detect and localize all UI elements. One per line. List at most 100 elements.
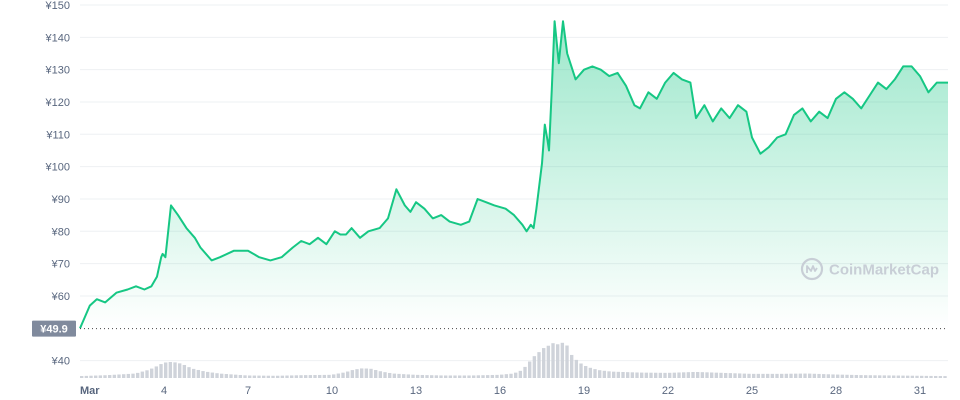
coinmarketcap-watermark: CoinMarketCap: [800, 257, 939, 281]
volume-bar: [262, 375, 266, 378]
volume-bar: [196, 369, 201, 378]
volume-bar: [831, 374, 835, 378]
open-price-line: ¥49.9: [32, 320, 948, 337]
volume-bar: [276, 375, 280, 378]
volume-bar: [817, 373, 821, 378]
volume-bar: [425, 375, 429, 378]
volume-bar: [406, 374, 411, 378]
volume-bar: [789, 373, 793, 378]
volume-bar: [836, 374, 840, 378]
volume-bar: [350, 370, 355, 378]
volume-bar: [182, 364, 187, 378]
volume-bar: [798, 373, 803, 378]
volume-bar: [892, 375, 896, 378]
volume-bar: [551, 343, 555, 378]
coinmarketcap-logo-icon: [800, 257, 824, 281]
volume-bar: [341, 372, 345, 378]
volume-bar: [523, 366, 527, 378]
volume-bar: [131, 373, 135, 378]
volume-bar: [280, 375, 285, 378]
y-tick-label: ¥120: [45, 97, 70, 109]
volume-bar: [598, 370, 602, 378]
volume-bar: [444, 375, 448, 378]
volume-bar: [677, 372, 681, 378]
volume-bar: [588, 367, 593, 378]
volume-bar: [934, 375, 938, 378]
volume-bar: [458, 375, 462, 378]
volume-bar: [430, 375, 434, 378]
volume-bar: [915, 375, 919, 378]
volume-bar: [845, 374, 849, 378]
volume-bar: [126, 373, 131, 378]
volume-bar: [733, 373, 737, 378]
x-tick-label: Mar: [80, 385, 100, 397]
volume-bar: [626, 372, 630, 378]
volume-bar: [920, 375, 924, 378]
volume-bar: [714, 372, 719, 378]
volume-bar: [691, 372, 695, 378]
volume-bar: [481, 375, 485, 378]
volume-bar: [924, 375, 929, 378]
volume-bar: [584, 366, 588, 378]
volume-bar: [243, 375, 247, 378]
volume-bar: [355, 369, 359, 378]
volume-bar: [168, 362, 173, 378]
volume-bar: [612, 371, 616, 378]
volume-bar: [560, 342, 565, 378]
volume-bar: [873, 375, 877, 378]
volume-bar: [654, 372, 658, 378]
volume-bar: [696, 372, 700, 378]
y-tick-label: ¥100: [45, 162, 70, 174]
y-tick-label: ¥70: [51, 259, 70, 271]
volume-bar: [859, 375, 863, 378]
y-tick-label: ¥90: [51, 194, 70, 206]
volume-bar: [383, 372, 387, 378]
volume-bar: [784, 373, 789, 378]
volume-bar: [201, 371, 205, 378]
volume-bar: [285, 375, 289, 378]
volume-bar: [266, 375, 271, 378]
volume-bar: [710, 372, 714, 378]
price-line: [79, 20, 948, 329]
x-tick-label: 19: [578, 385, 590, 397]
volume-bar: [528, 361, 532, 378]
volume-bar: [206, 371, 210, 378]
volume-bar: [374, 370, 378, 378]
volume-bar: [514, 372, 518, 378]
volume-bar: [672, 372, 677, 378]
volume-bar: [943, 376, 947, 378]
volume-bar: [252, 375, 257, 378]
volume-bar: [570, 354, 574, 378]
volume-bar: [579, 363, 583, 378]
volume-bar: [108, 375, 112, 378]
volume-bar: [728, 373, 733, 378]
volume-bar: [495, 374, 499, 378]
x-tick-label: 7: [245, 385, 251, 397]
volume-bar: [700, 372, 705, 378]
volume-bar: [565, 345, 569, 378]
volume-bar: [318, 374, 322, 378]
volume-bar: [794, 373, 798, 378]
volume-bar: [150, 368, 154, 378]
volume-bar: [192, 368, 196, 378]
volume-bar: [448, 375, 453, 378]
volume-bar: [472, 375, 476, 378]
volume-bar: [112, 374, 117, 378]
volume-bar: [248, 375, 252, 378]
volume-bar: [336, 373, 341, 378]
open-price-tag: [32, 320, 76, 337]
y-tick-label: ¥110: [45, 129, 70, 141]
volume-bar: [761, 373, 765, 378]
volume-bar: [630, 372, 635, 378]
volume-bar: [234, 374, 238, 378]
volume-bar: [635, 372, 639, 378]
volume-bar: [868, 375, 873, 378]
volume-bar: [878, 375, 882, 378]
volume-bar: [719, 372, 723, 378]
volume-bar: [906, 375, 910, 378]
volume-bar: [887, 375, 891, 378]
volume-bar: [649, 372, 653, 378]
volume-bar: [290, 375, 294, 378]
volume-bar: [322, 374, 327, 378]
